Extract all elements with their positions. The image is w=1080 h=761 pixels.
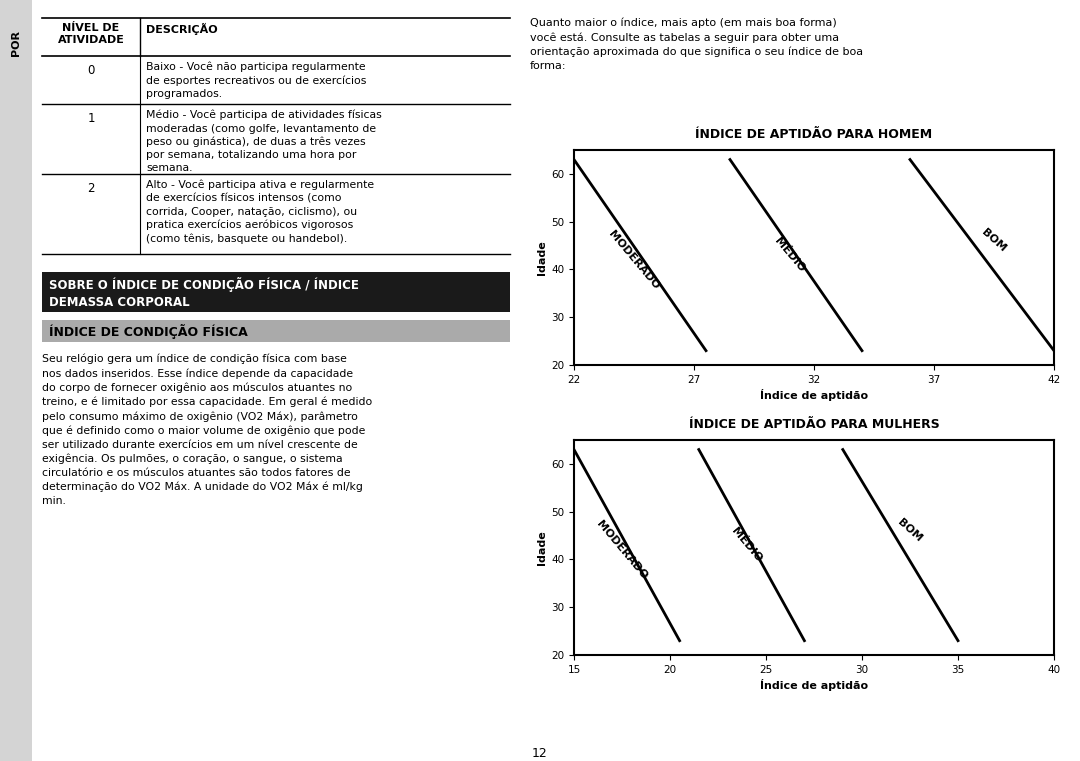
Text: MÉDIO: MÉDIO (730, 526, 764, 564)
Y-axis label: Idade: Idade (537, 240, 546, 275)
Text: Quanto maior o índice, mais apto (em mais boa forma)
você está. Consulte as tabe: Quanto maior o índice, mais apto (em mai… (530, 18, 863, 71)
Text: MODERADO: MODERADO (595, 519, 649, 581)
Text: MÉDIO: MÉDIO (773, 236, 807, 274)
Text: MODERADO: MODERADO (607, 229, 661, 291)
Text: 0: 0 (87, 64, 95, 77)
Text: ÍNDICE DE CONDIÇÃO FÍSICA: ÍNDICE DE CONDIÇÃO FÍSICA (49, 324, 247, 339)
Text: BOM: BOM (896, 517, 924, 544)
Text: Médio - Você participa de atividades físicas
moderadas (como golfe, levantamento: Médio - Você participa de atividades fís… (146, 110, 381, 174)
Text: 12: 12 (532, 747, 548, 760)
Text: DESCRIÇÃO: DESCRIÇÃO (146, 23, 218, 35)
Text: Baixo - Você não participa regularmente
de esportes recreativos ou de exercícios: Baixo - Você não participa regularmente … (146, 62, 366, 99)
Text: SOBRE O ÍNDICE DE CONDIÇÃO FÍSICA / ÍNDICE
DEMASSA CORPORAL: SOBRE O ÍNDICE DE CONDIÇÃO FÍSICA / ÍNDI… (49, 277, 359, 308)
Text: BOM: BOM (980, 228, 1008, 254)
Text: NÍVEL DE
ATIVIDADE: NÍVEL DE ATIVIDADE (57, 23, 124, 46)
Text: ÍNDICE DE APTIDÃO PARA MULHERS: ÍNDICE DE APTIDÃO PARA MULHERS (689, 418, 940, 431)
Bar (42, 320, 510, 342)
Y-axis label: Idade: Idade (537, 530, 546, 565)
Text: ÍNDICE DE APTIDÃO PARA HOMEM: ÍNDICE DE APTIDÃO PARA HOMEM (696, 128, 932, 141)
X-axis label: Índice de aptidão: Índice de aptidão (760, 389, 868, 401)
X-axis label: Índice de aptidão: Índice de aptidão (760, 679, 868, 691)
Text: Alto - Você participa ativa e regularmente
de exercícios físicos intensos (como
: Alto - Você participa ativa e regularmen… (146, 180, 374, 244)
Text: 2: 2 (87, 182, 95, 195)
Bar (0, 0, 32, 761)
Bar (42, 272, 510, 312)
Text: POR: POR (11, 30, 21, 56)
Text: Seu relógio gera um índice de condição física com base
nos dados inseridos. Esse: Seu relógio gera um índice de condição f… (42, 354, 373, 505)
Text: 1: 1 (87, 112, 95, 125)
